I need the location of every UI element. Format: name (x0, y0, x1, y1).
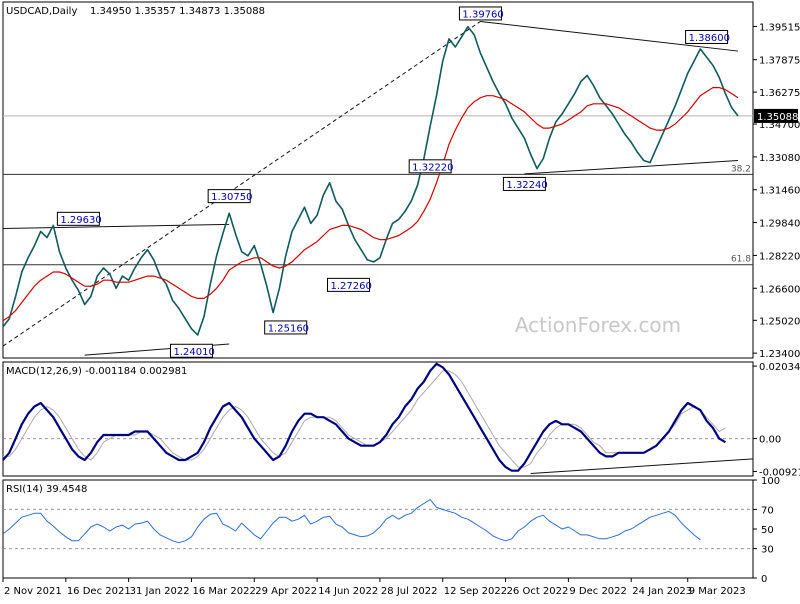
last-price-label: 1.35088 (757, 112, 798, 123)
price-ytick-label: 1.34700 (759, 120, 800, 131)
price-ytick-label: 1.37875 (759, 56, 800, 67)
price-label: 1.32240 (506, 180, 547, 191)
xtick-label: 31 Jan 2022 (130, 586, 190, 597)
price-label: 1.39760 (462, 9, 503, 20)
macd-ytick-label: 0.020349 (759, 362, 800, 373)
lower-triangle-trendline (524, 160, 739, 175)
watermark: ActionForex.com (515, 313, 681, 337)
price-label-box (685, 29, 729, 44)
price-label-box (169, 343, 213, 358)
xtick-label: 14 Jun 2022 (318, 586, 378, 597)
price-label-box (458, 6, 502, 21)
pane-frame-1 (2, 1, 754, 359)
rsi-ytick-label: 0 (761, 574, 767, 585)
rsi-ytick-label: 50 (761, 525, 774, 536)
rising-dotted-trendline (2, 21, 481, 347)
price-label-box (56, 211, 100, 226)
fib-label-61-8: 61.8 (731, 255, 751, 265)
xtick-label: 29 Apr 2022 (255, 586, 317, 597)
price-ytick-label: 1.29840 (759, 219, 800, 230)
price-ytick-label: 1.26600 (759, 284, 800, 295)
macd-title: MACD(12,26,9) -0.001184 0.002981 (6, 366, 187, 377)
price-label-box (327, 277, 371, 292)
fib-label-38-2: 38.2 (731, 164, 751, 174)
price-ytick-label: 1.31460 (759, 186, 800, 197)
price-label-box (264, 320, 308, 335)
price-label: 1.32220 (412, 162, 453, 173)
xtick-label: 28 Jul 2022 (381, 586, 438, 597)
rsi-ytick-label: 70 (761, 505, 774, 516)
xtick-label: 24 Jan 2023 (632, 586, 692, 597)
rsi-ytick-label: 100 (761, 476, 780, 487)
price-label: 1.27260 (331, 281, 372, 292)
price-ytick-label: 1.25020 (759, 316, 800, 327)
rsi-title: RSI(14) 39.4548 (6, 484, 87, 495)
rsi-ytick-label: 30 (761, 545, 774, 556)
rsi-line (2, 499, 701, 544)
price-label: 1.24010 (173, 347, 214, 358)
xtick-label: 12 Sep 2022 (444, 586, 507, 597)
xtick-label: 26 Oct 2022 (507, 586, 569, 597)
price-label: 1.29630 (60, 215, 101, 226)
ohlc-values: 1.34950 1.35357 1.34873 1.35088 (90, 6, 265, 17)
price-label-box (502, 176, 546, 191)
price-label: 1.38600 (689, 33, 730, 44)
chart-title: USDCAD,Daily (6, 6, 77, 17)
early-resistance-trendline (2, 223, 230, 229)
pane-frame-2 (2, 361, 754, 477)
xtick-label: 2 Nov 2021 (4, 586, 62, 597)
price-label-box (207, 189, 251, 204)
xtick-label: 9 Mar 2023 (689, 586, 746, 597)
macd-ytick-label: 0.00 (759, 435, 781, 446)
price-ytick-label: 1.28220 (759, 251, 800, 262)
xtick-label: 16 Mar 2022 (192, 586, 255, 597)
xtick-label: 16 Dec 2021 (67, 586, 131, 597)
price-ytick-label: 1.36275 (759, 88, 800, 99)
price-label-box (408, 159, 452, 174)
upper-triangle-trendline (480, 20, 739, 52)
last-price-box (754, 108, 798, 123)
price-ytick-label: 1.39515 (759, 22, 800, 33)
macd-line (2, 362, 726, 472)
price-label: 1.30750 (211, 192, 252, 203)
price-series-line (2, 25, 739, 336)
price-label: 1.25160 (268, 323, 309, 334)
price-ytick-label: 1.23400 (759, 349, 800, 360)
ma-series-line (2, 86, 739, 322)
price-ytick-label: 1.33080 (759, 153, 800, 164)
macd-trendline (530, 458, 754, 475)
xtick-label: 9 Dec 2022 (569, 586, 627, 597)
macd-ytick-label: -0.009215 (759, 467, 800, 478)
